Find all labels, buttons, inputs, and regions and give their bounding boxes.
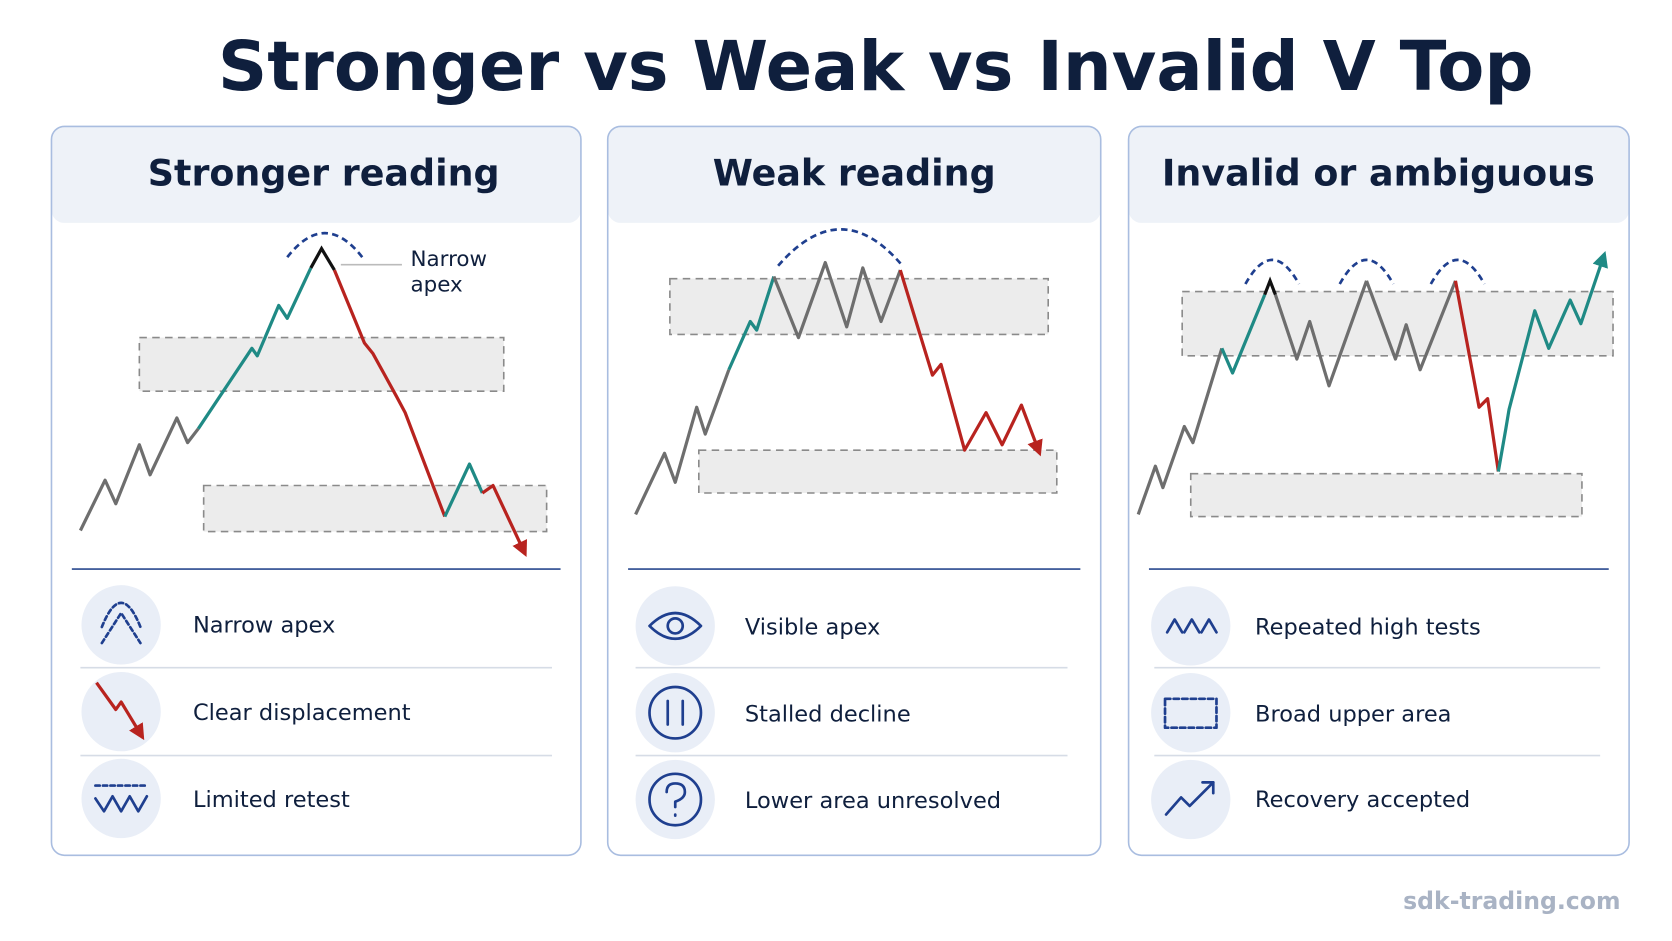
price-line bbox=[78, 416, 200, 532]
panel: Stronger reading Narrow apex Narrow apex… bbox=[50, 125, 582, 857]
icon bbox=[1165, 618, 1218, 634]
price-line bbox=[1453, 280, 1500, 472]
icon-bg bbox=[635, 586, 715, 666]
price-line bbox=[1220, 294, 1267, 375]
icon bbox=[94, 794, 149, 813]
icon bbox=[666, 699, 685, 726]
panel: Invalid or ambiguous Repeated high tests… bbox=[1127, 125, 1630, 857]
icon bbox=[648, 685, 703, 740]
panel-header bbox=[51, 171, 581, 212]
annotation: apex bbox=[411, 273, 463, 298]
price-line bbox=[332, 269, 447, 518]
item-label: Clear displacement bbox=[193, 700, 411, 726]
item-label: Stalled decline bbox=[745, 701, 911, 727]
zone bbox=[1189, 472, 1583, 518]
item-label: Broad upper area bbox=[1255, 701, 1451, 727]
item-label: Visible apex bbox=[745, 614, 880, 640]
price-line bbox=[443, 462, 484, 518]
price-line bbox=[481, 483, 528, 558]
price-line bbox=[1263, 276, 1277, 296]
icon bbox=[100, 601, 142, 645]
icon bbox=[1201, 781, 1215, 795]
zone bbox=[669, 277, 1050, 336]
apex-arc bbox=[777, 228, 904, 267]
apex-arc bbox=[1244, 258, 1301, 285]
price-line bbox=[1496, 250, 1608, 472]
zone bbox=[138, 336, 505, 392]
icon-bg bbox=[81, 585, 161, 665]
price-line bbox=[309, 245, 336, 271]
zone bbox=[698, 449, 1058, 494]
price-line bbox=[634, 369, 731, 516]
panel-border bbox=[50, 125, 582, 857]
price-line bbox=[772, 260, 902, 340]
panel-heading: Weak reading bbox=[713, 151, 996, 194]
apex-arc bbox=[1429, 258, 1486, 285]
icon bbox=[665, 782, 687, 817]
panel-header bbox=[607, 171, 1101, 212]
price-line bbox=[1273, 280, 1369, 388]
icon bbox=[666, 617, 685, 635]
title: Stronger vs Weak vs Invalid V Top bbox=[218, 27, 1534, 107]
icon-bg bbox=[81, 758, 161, 839]
icon bbox=[1164, 781, 1215, 816]
icon bbox=[95, 681, 145, 741]
footer: sdk-trading.com bbox=[1403, 887, 1620, 915]
icon-bg bbox=[1151, 759, 1231, 840]
panel-border bbox=[1127, 125, 1630, 857]
icon bbox=[648, 772, 703, 827]
item-label: Narrow apex bbox=[193, 612, 335, 638]
panel-heading: Stronger reading bbox=[148, 151, 500, 194]
item-label: Lower area unresolved bbox=[745, 788, 1001, 814]
icon-bg bbox=[81, 671, 161, 752]
annotation: Narrow bbox=[411, 247, 488, 272]
price-line bbox=[1136, 347, 1224, 515]
panel-border bbox=[606, 125, 1102, 857]
item-label: Recovery accepted bbox=[1255, 787, 1470, 813]
panel: Weak reading Visible apex Stalled declin… bbox=[606, 125, 1102, 857]
icon-bg bbox=[1151, 586, 1231, 666]
price-line bbox=[1365, 280, 1457, 372]
apex-arc bbox=[286, 231, 364, 259]
icon-bg bbox=[635, 673, 715, 753]
price-line bbox=[898, 269, 1043, 457]
icon bbox=[1163, 697, 1218, 730]
icon bbox=[648, 611, 703, 640]
icon-bg bbox=[1151, 673, 1231, 753]
item-label: Limited retest bbox=[193, 787, 350, 813]
apex-arc bbox=[1338, 258, 1395, 285]
panel-heading: Invalid or ambiguous bbox=[1162, 151, 1595, 194]
price-line bbox=[196, 267, 313, 430]
panel-header bbox=[1128, 171, 1630, 212]
zone bbox=[202, 484, 548, 533]
item-label: Repeated high tests bbox=[1255, 614, 1481, 640]
icon-bg bbox=[635, 759, 715, 840]
price-line bbox=[727, 276, 776, 371]
